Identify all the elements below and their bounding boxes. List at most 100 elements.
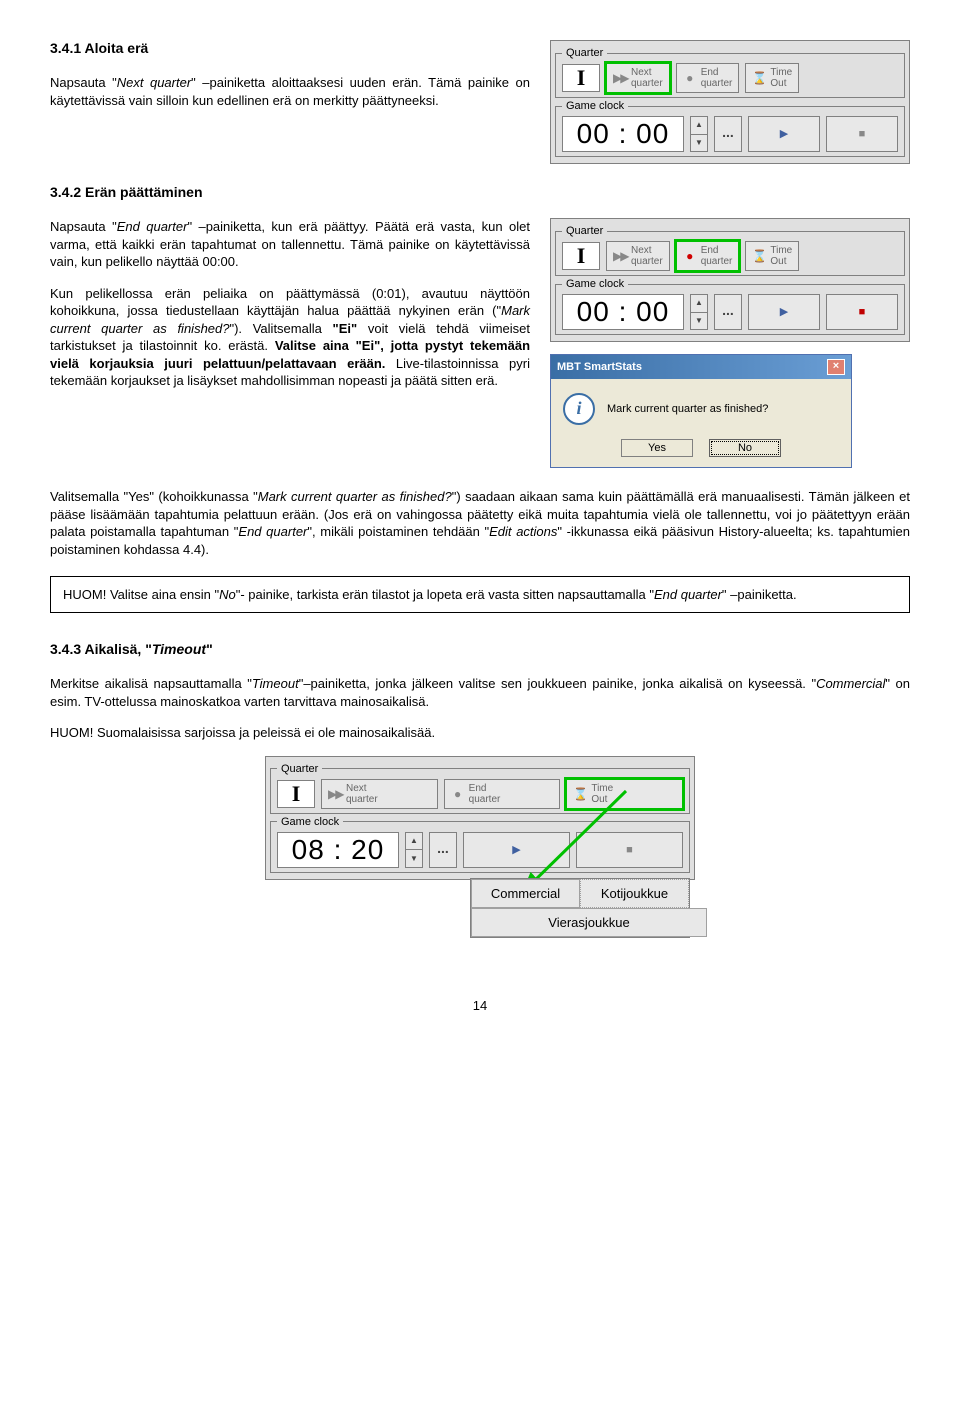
- play-button[interactable]: ▶: [748, 294, 820, 330]
- play-button[interactable]: ▶: [748, 116, 820, 152]
- text: Napsauta ": [50, 219, 117, 234]
- text-italic: End quarter: [117, 219, 188, 234]
- next-quarter-label: Next quarter: [346, 783, 378, 805]
- timeout-label: Time Out: [770, 245, 792, 267]
- end-quarter-button[interactable]: ● End quarter: [444, 779, 561, 809]
- dialog-titlebar: MBT SmartStats ×: [551, 355, 851, 379]
- text: "- painike, tarkista erän tilastot ja lo…: [236, 587, 654, 602]
- forward-icon: ▶▶: [328, 787, 342, 801]
- text-italic: Timeout: [152, 641, 206, 657]
- text: Kun pelikellossa erän peliaika on päätty…: [50, 286, 530, 319]
- text: "–painiketta, jonka jälkeen valitse sen …: [299, 676, 816, 691]
- page-number: 14: [50, 998, 910, 1013]
- timeout-button[interactable]: ⌛ Time Out: [745, 63, 799, 93]
- commercial-button[interactable]: Commercial: [471, 879, 580, 908]
- stop-icon: ■: [859, 306, 866, 318]
- play-icon: ▶: [780, 128, 788, 140]
- close-icon[interactable]: ×: [827, 359, 845, 375]
- down-arrow-icon: ▼: [406, 850, 422, 867]
- quarter-legend: Quarter: [277, 763, 322, 775]
- dot-icon: ●: [683, 71, 697, 85]
- hourglass-icon: ⌛: [752, 249, 766, 263]
- quarter-indicator: I: [277, 780, 315, 808]
- text: ": [206, 641, 213, 657]
- text: "). Valitsemalla: [229, 321, 332, 336]
- dot-icon: ●: [683, 249, 697, 263]
- down-arrow-icon: ▼: [691, 313, 707, 330]
- end-quarter-button[interactable]: ● End quarter: [676, 63, 740, 93]
- dot-icon: ●: [451, 787, 465, 801]
- text: 3.4.3 Aikalisä, ": [50, 641, 152, 657]
- more-button[interactable]: ...: [429, 832, 457, 868]
- quarter-panel-1: Quarter I ▶▶ Next quarter ● End quarter …: [550, 40, 910, 164]
- timeout-button[interactable]: ⌛ Time Out: [566, 779, 683, 809]
- play-button[interactable]: ▶: [463, 832, 570, 868]
- up-arrow-icon: ▲: [406, 833, 422, 851]
- p-3-4-2-2: Kun pelikellossa erän peliaika on päätty…: [50, 285, 530, 390]
- dialog-title-text: MBT SmartStats: [557, 361, 642, 373]
- next-quarter-button[interactable]: ▶▶ Next quarter: [606, 241, 670, 271]
- more-button[interactable]: ...: [714, 116, 742, 152]
- p-3-4-1: Napsauta "Next quarter" –painiketta aloi…: [50, 74, 530, 109]
- text-italic: Timeout: [252, 676, 299, 691]
- text: " –painiketta.: [722, 587, 797, 602]
- forward-icon: ▶▶: [613, 249, 627, 263]
- heading-3-4-1: 3.4.1 Aloita erä: [50, 40, 530, 56]
- timeout-button[interactable]: ⌛ Time Out: [745, 241, 799, 271]
- gameclock-fieldset: Game clock 00 : 00 ▲ ▼ ... ▶ ■: [555, 100, 905, 157]
- gameclock-legend: Game clock: [562, 100, 628, 112]
- dialog-message: Mark current quarter as finished?: [607, 403, 768, 415]
- home-team-button[interactable]: Kotijoukkue: [580, 879, 689, 908]
- quarter-panel-3: Quarter I ▶▶ Next quarter ● End quarter …: [265, 756, 695, 880]
- up-arrow-icon: ▲: [691, 295, 707, 313]
- end-quarter-label: End quarter: [469, 783, 501, 805]
- next-quarter-button[interactable]: ▶▶ Next quarter: [321, 779, 438, 809]
- text: HUOM! Valitse aina ensin ": [63, 587, 219, 602]
- text-bold: "Ei": [333, 321, 358, 336]
- quarter-fieldset: Quarter I ▶▶ Next quarter ● End quarter …: [555, 47, 905, 98]
- play-icon: ▶: [780, 306, 788, 318]
- text: Valitsemalla "Yes" (kohoikkunassa ": [50, 489, 258, 504]
- quarter-indicator: I: [562, 242, 600, 270]
- next-quarter-button[interactable]: ▶▶ Next quarter: [606, 63, 670, 93]
- clock-display: 00 : 00: [562, 294, 684, 330]
- gameclock-fieldset: Game clock 00 : 00 ▲ ▼ ... ▶ ■: [555, 278, 905, 335]
- clock-spinner[interactable]: ▲ ▼: [405, 832, 423, 868]
- text-italic: Mark current quarter as finished?: [258, 489, 452, 504]
- end-quarter-button[interactable]: ● End quarter: [676, 241, 740, 271]
- quarter-panel-2: Quarter I ▶▶ Next quarter ● End quarter …: [550, 218, 910, 342]
- gameclock-fieldset: Game clock 08 : 20 ▲ ▼ ... ▶ ■: [270, 816, 690, 873]
- play-icon: ▶: [512, 844, 520, 856]
- end-quarter-label: End quarter: [701, 245, 733, 267]
- away-team-button[interactable]: Vierasjoukkue: [471, 908, 707, 937]
- stop-button[interactable]: ■: [826, 294, 898, 330]
- yes-button[interactable]: Yes: [621, 439, 693, 457]
- confirm-dialog: MBT SmartStats × i Mark current quarter …: [550, 354, 852, 468]
- text: ", mikäli poistaminen tehdään ": [307, 524, 489, 539]
- heading-3-4-3: 3.4.3 Aikalisä, "Timeout": [50, 641, 910, 657]
- p-3-4-2-1: Napsauta "End quarter" –painiketta, kun …: [50, 218, 530, 271]
- clock-display: 00 : 00: [562, 116, 684, 152]
- quarter-legend: Quarter: [562, 47, 607, 59]
- stop-button[interactable]: ■: [826, 116, 898, 152]
- text: Merkitse aikalisä napsauttamalla ": [50, 676, 252, 691]
- hourglass-icon: ⌛: [573, 787, 587, 801]
- stop-button[interactable]: ■: [576, 832, 683, 868]
- stop-icon-gray: ■: [859, 128, 866, 140]
- p-3-4-3-2: HUOM! Suomalaisissa sarjoissa ja peleiss…: [50, 724, 910, 742]
- text: Napsauta ": [50, 75, 117, 90]
- heading-3-4-2: 3.4.2 Erän päättäminen: [50, 184, 910, 200]
- end-quarter-label: End quarter: [701, 67, 733, 89]
- more-button[interactable]: ...: [714, 294, 742, 330]
- clock-spinner[interactable]: ▲ ▼: [690, 116, 708, 152]
- no-button[interactable]: No: [709, 439, 781, 457]
- text-italic: Commercial: [816, 676, 885, 691]
- text-italic: Next quarter: [117, 75, 191, 90]
- text-italic: End quarter: [654, 587, 722, 602]
- timeout-submenu: Commercial Kotijoukkue Vierasjoukkue: [470, 878, 690, 938]
- gameclock-legend: Game clock: [277, 816, 343, 828]
- gameclock-legend: Game clock: [562, 278, 628, 290]
- quarter-legend: Quarter: [562, 225, 607, 237]
- text-italic: Edit actions: [489, 524, 557, 539]
- clock-spinner[interactable]: ▲ ▼: [690, 294, 708, 330]
